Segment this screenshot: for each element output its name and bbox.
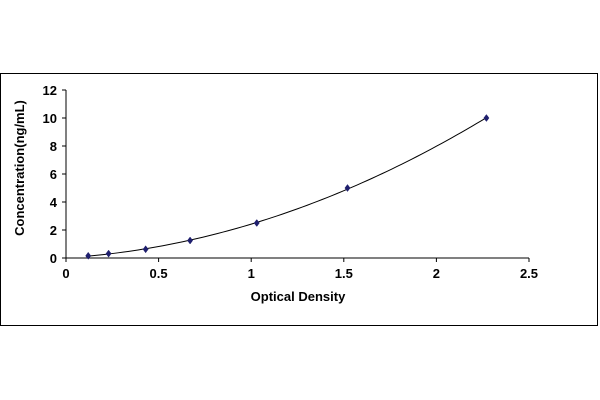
chart-frame (0, 73, 598, 326)
y-tick-labels: 0 2 4 6 8 10 12 (43, 83, 58, 266)
data-point (187, 236, 194, 245)
axes (62, 89, 530, 262)
x-tick-label: 1 (248, 266, 255, 281)
y-tick-label: 12 (43, 83, 57, 98)
y-tick-label: 6 (50, 167, 57, 182)
data-point (105, 249, 112, 258)
y-tick-label: 2 (50, 223, 57, 238)
data-point (85, 251, 92, 260)
x-tick-label: 0 (62, 266, 69, 281)
x-tick-label: 2 (433, 266, 440, 281)
y-tick-label: 8 (50, 139, 57, 154)
y-tick-label: 4 (50, 195, 58, 210)
data-point (344, 184, 351, 192)
trend-curve (88, 117, 487, 257)
y-axis-title: Concentration(ng/mL) (12, 100, 27, 236)
data-point (253, 219, 260, 227)
x-tick-labels: 0 0.5 1 1.5 2 2.5 (62, 266, 538, 281)
data-point (142, 245, 149, 254)
x-axis-title: Optical Density (251, 289, 346, 304)
y-tick-label: 0 (50, 251, 57, 266)
x-tick-label: 1.5 (335, 266, 353, 281)
data-points (85, 114, 490, 260)
trend-curve-path (88, 117, 487, 257)
data-point (483, 114, 490, 122)
y-tick-label: 10 (43, 111, 57, 126)
x-tick-label: 0.5 (150, 266, 168, 281)
x-tick-label: 2.5 (520, 266, 538, 281)
